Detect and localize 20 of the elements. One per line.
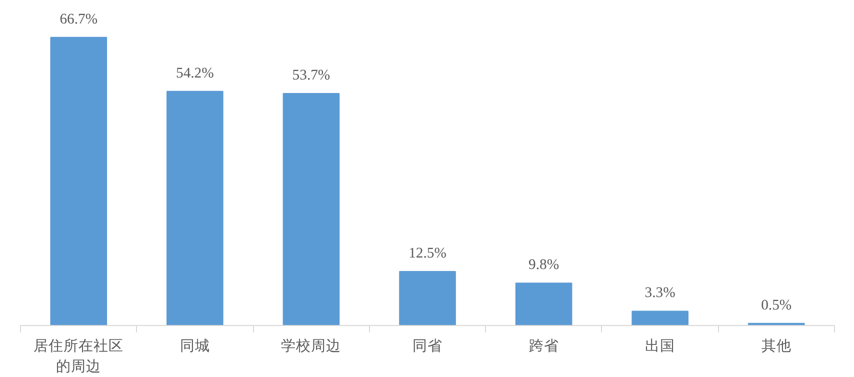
bar [632,310,688,326]
bar [282,92,340,326]
data-label: 54.2% [176,65,214,82]
x-tick-label: 同省 [412,338,442,354]
bar [515,282,572,326]
x-tick-label: 出国 [645,338,676,354]
data-label: 0.5% [761,297,792,314]
data-label: 9.8% [528,257,560,274]
bar [50,36,108,326]
bar [399,270,456,326]
data-label: 3.3% [644,285,676,302]
x-tick-label: 其他 [761,338,792,354]
bar [166,90,224,326]
data-label: 53.7% [292,67,330,84]
data-label: 12.5% [408,245,446,262]
x-tick-label: 跨省 [528,338,559,354]
data-label: 66.7% [60,11,98,28]
x-tick-label: 学校周边 [281,338,342,354]
x-tick-label: 居住所在社区的周边 [34,338,124,375]
x-tick-label: 同城 [180,338,210,354]
